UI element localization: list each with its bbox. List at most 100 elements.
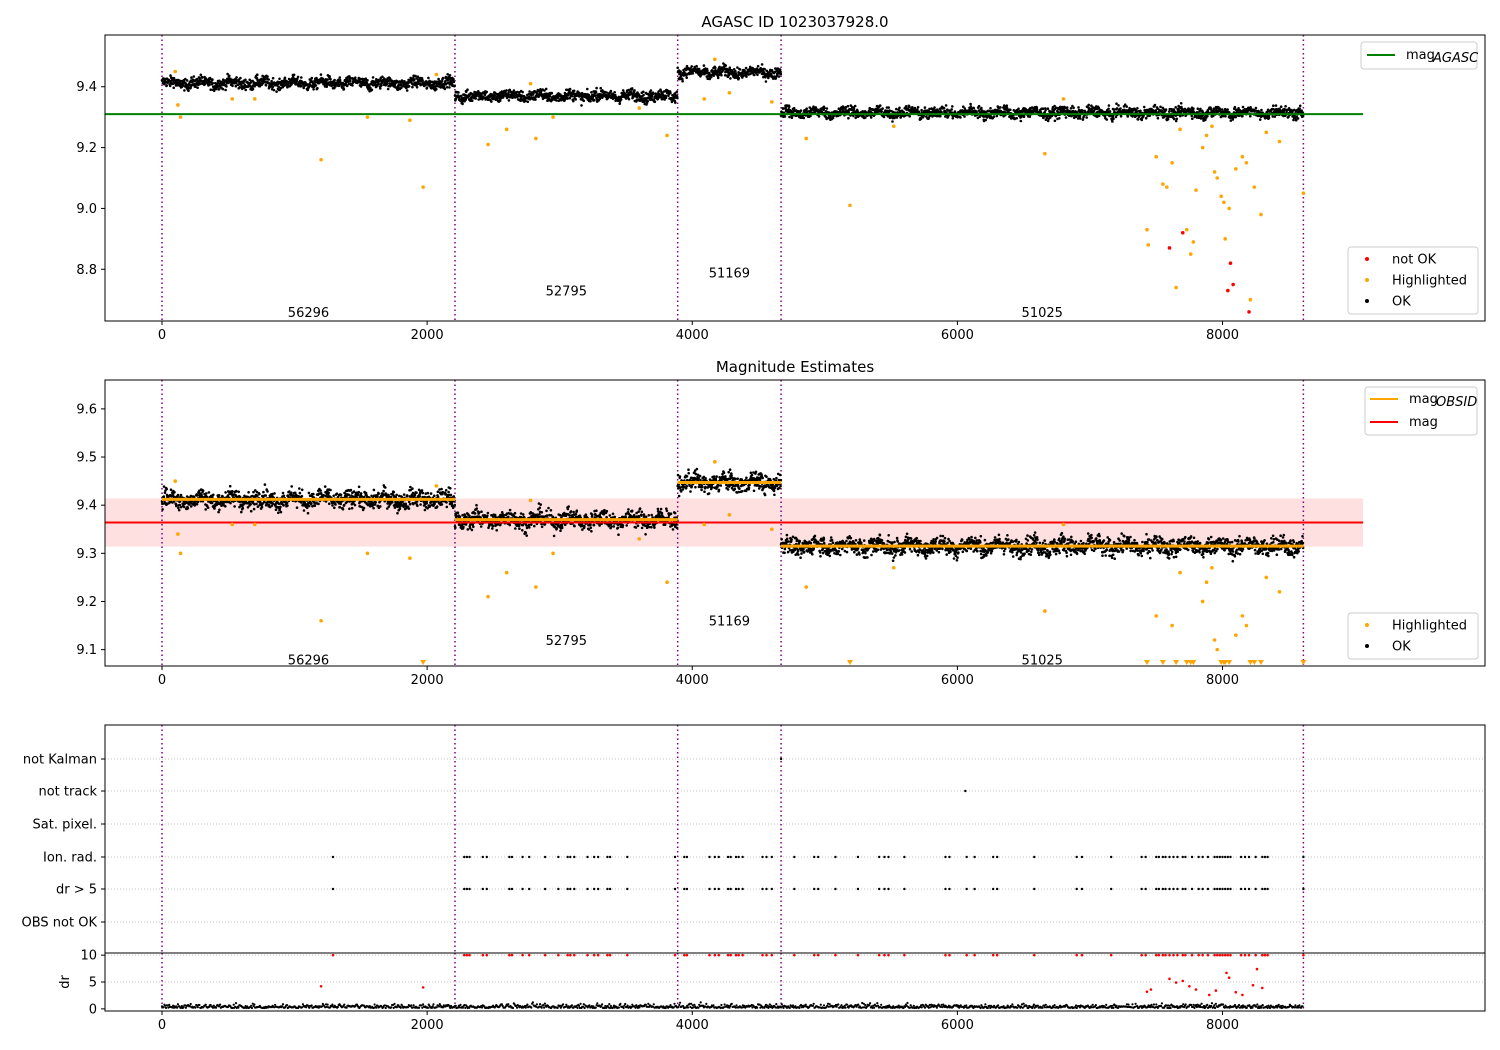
ok-point <box>942 106 946 110</box>
ok-point <box>972 106 976 110</box>
highlighted-point <box>891 124 896 129</box>
ok-point <box>376 494 379 498</box>
highlighted-point <box>1178 127 1182 132</box>
ok-point <box>505 89 508 92</box>
ok-point <box>951 116 955 120</box>
highlighted-point <box>173 69 178 74</box>
ok-point <box>333 78 336 82</box>
ok-point <box>386 87 390 91</box>
ok-point <box>1126 115 1130 118</box>
ok-point <box>593 99 596 102</box>
ok-point <box>1233 105 1237 109</box>
ok-point <box>267 78 271 81</box>
highlighted-point <box>551 115 555 119</box>
ok-point <box>556 96 560 100</box>
ok-point <box>498 99 502 102</box>
ok-point <box>675 90 679 94</box>
ok-point <box>337 84 341 87</box>
ok-point <box>989 107 992 110</box>
ok-point <box>235 76 238 79</box>
ok-point <box>1196 107 1200 110</box>
ok-point <box>908 115 911 118</box>
ok-point <box>737 76 741 80</box>
ok-point <box>210 501 214 505</box>
ok-point <box>240 84 243 87</box>
ok-point <box>392 490 396 494</box>
ok-point <box>1115 102 1118 105</box>
legend-marker <box>1365 278 1369 282</box>
ok-point <box>349 79 352 83</box>
ok-point <box>702 64 706 67</box>
ok-point <box>895 107 898 111</box>
ok-point <box>1108 110 1112 113</box>
ok-point <box>1064 116 1068 119</box>
highlighted-point <box>1165 185 1169 189</box>
ok-point <box>508 88 512 92</box>
ok-point <box>319 73 323 76</box>
highlighted-point <box>1043 151 1047 156</box>
ok-point <box>234 84 238 88</box>
ok-point <box>440 487 443 491</box>
highlighted-point <box>1200 145 1205 150</box>
ok-point <box>310 76 314 80</box>
ok-point <box>381 75 384 79</box>
ok-point <box>411 85 414 89</box>
ok-point <box>669 91 672 95</box>
ok-point <box>342 87 346 91</box>
ok-point <box>379 84 383 87</box>
ok-point <box>916 105 920 109</box>
ok-point <box>196 86 199 89</box>
ok-point <box>310 502 313 506</box>
ok-point <box>314 84 318 87</box>
y-tick-label: 9.2 <box>76 141 97 156</box>
ok-point <box>618 102 621 105</box>
ok-point <box>674 101 677 104</box>
obsid-label: 51025 <box>1022 306 1063 321</box>
ok-point <box>258 84 262 88</box>
ok-point <box>272 88 276 92</box>
ok-point <box>495 97 499 101</box>
ok-point <box>360 495 364 498</box>
ok-point <box>712 74 716 77</box>
ok-point <box>212 493 215 497</box>
ok-point <box>162 495 166 498</box>
ok-point <box>664 96 668 99</box>
ok-point <box>165 487 168 491</box>
legend-marker <box>1365 257 1369 261</box>
ok-point <box>1258 118 1262 121</box>
legend-label: mag <box>1406 48 1435 63</box>
ok-point <box>195 503 199 506</box>
ok-point <box>273 492 276 495</box>
ok-point <box>1180 105 1183 109</box>
ok-point <box>444 79 447 83</box>
ok-point <box>177 508 181 512</box>
ok-point <box>234 81 238 85</box>
highlighted-point <box>804 136 809 141</box>
highlighted-point <box>1061 97 1066 101</box>
ok-point <box>609 89 613 93</box>
ok-point <box>231 490 234 493</box>
ok-point <box>307 504 311 508</box>
ok-point <box>1139 109 1142 113</box>
ok-point <box>271 85 275 88</box>
ok-point <box>878 104 882 107</box>
ok-point <box>200 76 204 79</box>
ok-point <box>295 79 299 83</box>
highlighted-point <box>504 127 509 132</box>
highlighted-point <box>434 72 439 77</box>
ok-point <box>524 99 527 103</box>
ok-point <box>225 85 228 88</box>
ok-point <box>405 89 409 92</box>
ok-point <box>1260 108 1263 112</box>
ok-point <box>338 76 342 79</box>
ok-point <box>1065 106 1069 109</box>
highlighted-point <box>230 97 235 101</box>
ok-point <box>1046 107 1050 110</box>
ok-point <box>213 507 216 510</box>
ok-point <box>1072 106 1075 110</box>
ok-point <box>528 95 531 99</box>
ok-point <box>744 66 748 70</box>
ok-point <box>595 86 598 90</box>
ok-point <box>485 90 489 94</box>
ok-point <box>286 86 289 89</box>
